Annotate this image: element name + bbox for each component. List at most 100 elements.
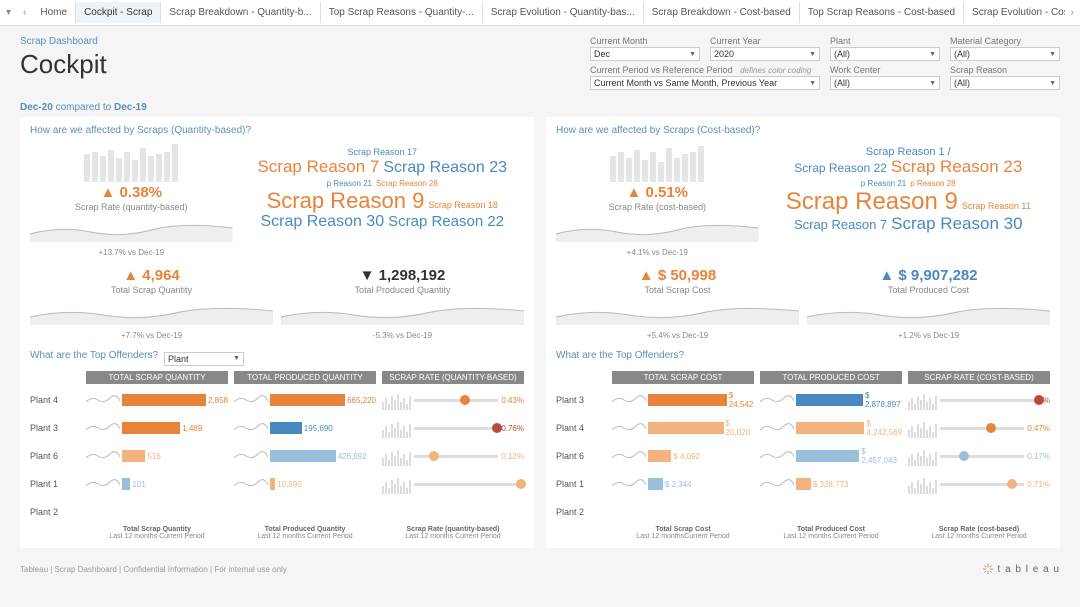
offenders-column-header: SCRAP RATE (QUANTITY-BASED) bbox=[382, 371, 524, 384]
cell-bar bbox=[270, 394, 345, 406]
offenders-cell[interactable]: 10,590 bbox=[234, 472, 376, 496]
kpi-rate-value: 0.38% bbox=[30, 184, 233, 201]
select-current-year[interactable]: 2020▼ bbox=[710, 47, 820, 61]
tab-scrap-breakdown-quantity-b-[interactable]: Scrap Breakdown - Quantity-b... bbox=[161, 2, 320, 23]
offenders-column-header: TOTAL PRODUCED COST bbox=[760, 371, 902, 384]
cell-sparkline bbox=[86, 474, 120, 494]
kpi-produced-value: $ 9,907,282 bbox=[807, 267, 1050, 284]
cell-value: $ 2,878,897 bbox=[865, 391, 902, 409]
rate-value: 0.43% bbox=[501, 396, 524, 405]
filter-panel: Current Month Dec▼ Current Year 2020▼ Pl… bbox=[590, 36, 1060, 90]
tab-scrap-breakdown-cost-based[interactable]: Scrap Breakdown - Cost-based bbox=[644, 2, 800, 23]
offenders-cell-empty bbox=[760, 500, 902, 524]
wordcloud-cost-item[interactable]: Scrap Reason 23 bbox=[889, 157, 1024, 176]
select-current-month[interactable]: Dec▼ bbox=[590, 47, 700, 61]
select-period[interactable]: Current Month vs Same Month, Previous Ye… bbox=[590, 76, 820, 90]
wordcloud-cost-item[interactable]: p Reason 28 bbox=[908, 179, 957, 188]
offenders-rate-cell[interactable]: 5% bbox=[908, 388, 1050, 412]
offenders-selector[interactable]: Plant▼ bbox=[164, 352, 244, 366]
wordcloud-quantity-item[interactable]: Scrap Reason 9 bbox=[265, 188, 427, 213]
offenders-cell[interactable]: 101 bbox=[86, 472, 228, 496]
wordcloud-quantity-item[interactable]: Scrap Reason 7 bbox=[255, 157, 381, 176]
kpi-rate-cost[interactable]: 0.51% Scrap Rate (cost-based) +4.1% vs D… bbox=[556, 142, 759, 257]
offenders-cell[interactable]: $ 4,242,569 bbox=[760, 416, 902, 440]
offenders-rate-cell[interactable]: 0.71% bbox=[908, 472, 1050, 496]
offenders-cell[interactable]: $ 2,344 bbox=[612, 472, 754, 496]
tab-cockpit-scrap[interactable]: Cockpit - Scrap bbox=[76, 2, 161, 23]
tab-top-scrap-reasons-quantity-[interactable]: Top Scrap Reasons - Quantity-... bbox=[321, 2, 483, 23]
offenders-rate-cell[interactable]: 0.76% bbox=[382, 416, 524, 440]
kpi-scrap-sparkline bbox=[556, 299, 799, 325]
rate-value: 0.71% bbox=[1027, 480, 1050, 489]
rate-bars bbox=[908, 418, 937, 438]
offenders-cell[interactable]: $ 24,542 bbox=[612, 388, 754, 412]
select-scrap-reason[interactable]: (All)▼ bbox=[950, 76, 1060, 90]
cell-bar bbox=[796, 394, 863, 406]
select-material-category[interactable]: (All)▼ bbox=[950, 47, 1060, 61]
tab-scrap-evolution-quantity-bas-[interactable]: Scrap Evolution - Quantity-bas... bbox=[483, 2, 644, 23]
wordcloud-quantity-item[interactable]: Scrap Reason 30 bbox=[258, 213, 386, 230]
offenders-rate-cell[interactable]: 0.47% bbox=[908, 416, 1050, 440]
offenders-cell[interactable]: 516 bbox=[86, 444, 228, 468]
offenders-cell[interactable]: $ 20,020 bbox=[612, 416, 754, 440]
offenders-cell[interactable]: 426,692 bbox=[234, 444, 376, 468]
rate-bars bbox=[382, 446, 411, 466]
select-work-center[interactable]: (All)▼ bbox=[830, 76, 940, 90]
tab-next-icon[interactable]: › bbox=[1065, 7, 1080, 18]
offenders-cell[interactable]: 665,220 bbox=[234, 388, 376, 412]
wordcloud-cost-item[interactable]: Scrap Reason 30 bbox=[889, 214, 1024, 233]
quantity-panel: How are we affected by Scraps (Quantity-… bbox=[20, 117, 534, 548]
wordcloud-quantity-item[interactable]: Scrap Reason 18 bbox=[426, 200, 500, 210]
cell-value: $ 4,242,569 bbox=[866, 419, 902, 437]
offenders-cell[interactable]: $ 4,092 bbox=[612, 444, 754, 468]
offenders-cell[interactable]: 1,489 bbox=[86, 416, 228, 440]
main-content: How are we affected by Scraps (Quantity-… bbox=[0, 117, 1080, 556]
kpi-scrap-cost[interactable]: $ 50,998 Total Scrap Cost +5.4% vs Dec-1… bbox=[556, 267, 799, 340]
rate-value: 0.17% bbox=[1027, 452, 1050, 461]
wordcloud-quantity-item[interactable]: Scrap Reason 23 bbox=[381, 159, 509, 176]
offenders-row-label: Plant 4 bbox=[30, 388, 80, 412]
wordcloud-cost-item[interactable]: Scrap Reason 22 bbox=[792, 161, 889, 175]
offenders-cell[interactable]: $ 2,457,043 bbox=[760, 444, 902, 468]
tab-home[interactable]: Home bbox=[32, 2, 76, 23]
wordcloud-quantity-item[interactable]: p Reason 21 bbox=[325, 179, 374, 188]
rate-track bbox=[414, 427, 498, 430]
offenders-row-label: Plant 3 bbox=[556, 388, 606, 412]
cell-bar bbox=[122, 422, 180, 434]
kpi-scrap-delta: +7.7% vs Dec-19 bbox=[30, 331, 273, 340]
wordcloud-cost-item[interactable]: p Reason 21 bbox=[859, 179, 908, 188]
offenders-rate-cell[interactable]: 0.17% bbox=[908, 444, 1050, 468]
kpi-scrap-quantity[interactable]: 4,964 Total Scrap Quantity +7.7% vs Dec-… bbox=[30, 267, 273, 340]
wordcloud-cost-item[interactable]: Scrap Reason 11 bbox=[960, 201, 1033, 211]
cell-sparkline bbox=[760, 390, 794, 410]
tab-scrap-evolution-cost-based[interactable]: Scrap Evolution - Cost-based bbox=[964, 2, 1065, 23]
filter-period: Current Period vs Reference Period defin… bbox=[590, 65, 820, 90]
offenders-rate-cell[interactable]: 0.12% bbox=[382, 444, 524, 468]
offenders-rate-cell[interactable] bbox=[382, 472, 524, 496]
offenders-cell[interactable]: 2,858 bbox=[86, 388, 228, 412]
cell-bar bbox=[796, 422, 864, 434]
wordcloud-quantity-item[interactable]: Scrap Reason 28 bbox=[374, 179, 440, 188]
tab-dropdown-icon[interactable]: ▾ bbox=[0, 7, 17, 18]
cell-sparkline bbox=[760, 474, 794, 494]
offenders-cost: What are the Top Offenders?TOTAL SCRAP C… bbox=[556, 350, 1050, 540]
offenders-column-header: SCRAP RATE (COST-BASED) bbox=[908, 371, 1050, 384]
rate-track bbox=[940, 455, 1024, 458]
kpi-produced-quantity[interactable]: 1,298,192 Total Produced Quantity -5.3% … bbox=[281, 267, 524, 340]
kpi-rate-quantity[interactable]: 0.38% Scrap Rate (quantity-based) +13.7%… bbox=[30, 142, 233, 257]
offenders-cell[interactable]: $ 2,878,897 bbox=[760, 388, 902, 412]
wordcloud-cost-item[interactable]: Scrap Reason 7 bbox=[792, 217, 889, 232]
tab-prev-icon[interactable]: ‹ bbox=[17, 7, 32, 18]
offenders-cell[interactable]: $ 328,773 bbox=[760, 472, 902, 496]
cell-value: 1,489 bbox=[182, 424, 202, 433]
wordcloud-quantity-item[interactable]: Scrap Reason 22 bbox=[386, 213, 506, 230]
tab-top-scrap-reasons-cost-based[interactable]: Top Scrap Reasons - Cost-based bbox=[800, 2, 964, 23]
wordcloud-quantity-item[interactable]: Scrap Reason 17 bbox=[345, 147, 419, 157]
offenders-rate-cell[interactable]: 0.43% bbox=[382, 388, 524, 412]
select-plant[interactable]: (All)▼ bbox=[830, 47, 940, 61]
kpi-produced-cost[interactable]: $ 9,907,282 Total Produced Cost +1.2% vs… bbox=[807, 267, 1050, 340]
offenders-cell[interactable]: 195,690 bbox=[234, 416, 376, 440]
wordcloud-cost-item[interactable]: Scrap Reason 9 bbox=[784, 188, 960, 215]
cell-sparkline bbox=[612, 418, 646, 438]
filter-plant: Plant (All)▼ bbox=[830, 36, 940, 61]
